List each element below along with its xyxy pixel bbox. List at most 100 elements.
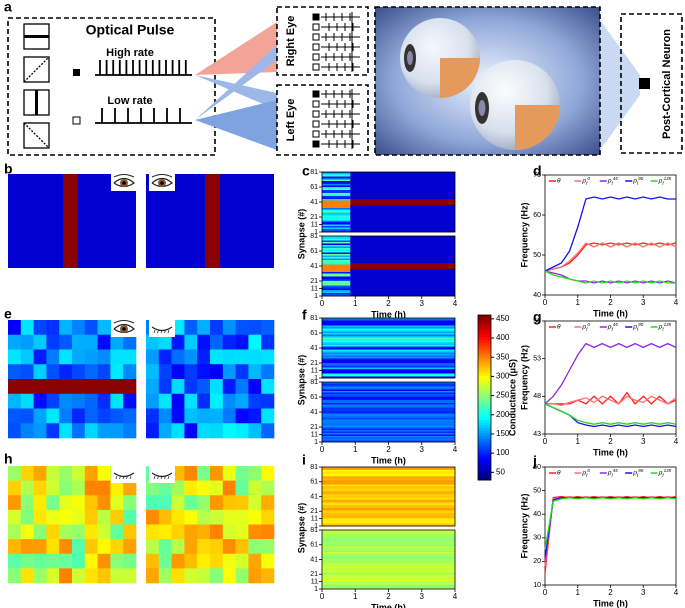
heat-row [350, 239, 455, 241]
heat-row [322, 223, 351, 225]
heat-row [322, 413, 455, 416]
pixel [59, 408, 73, 424]
pixel [197, 509, 211, 525]
series-line [544, 270, 676, 284]
pixel [261, 480, 275, 496]
heat-row [322, 397, 455, 399]
pixel [72, 568, 86, 584]
colorbar-slice [478, 430, 491, 434]
pixel [84, 334, 98, 350]
panel-label: j [532, 453, 537, 469]
pixel [158, 553, 172, 569]
heat-row [322, 202, 351, 204]
pixel [261, 408, 275, 424]
heat-row [350, 193, 455, 195]
colorbar-slice [478, 370, 491, 374]
bar-b [63, 174, 78, 268]
heat-row [322, 512, 455, 515]
heat-row [322, 544, 455, 547]
heat-row [322, 572, 455, 575]
pixel [20, 423, 34, 439]
heat-row [350, 181, 455, 183]
heat-row [322, 532, 455, 535]
pixel [184, 509, 198, 525]
pixel [97, 320, 111, 336]
pixel [210, 480, 224, 496]
pixel [248, 408, 262, 424]
heat-row [322, 243, 351, 246]
heat-row [322, 502, 455, 505]
y-tick-label: 58 [533, 318, 541, 325]
pixel [59, 495, 73, 511]
brow [151, 174, 173, 178]
pixel [235, 408, 249, 424]
y-tick-label: 1 [314, 229, 318, 236]
pixel [110, 349, 124, 365]
pixel [210, 334, 224, 350]
pixel [184, 364, 198, 380]
pixel [46, 393, 60, 409]
pixel [235, 364, 249, 380]
legend-label: ρf90 [632, 322, 644, 332]
pixel [46, 568, 60, 584]
images [8, 173, 275, 584]
lash [164, 329, 166, 334]
heat-row [322, 559, 455, 562]
pixel [84, 349, 98, 365]
heat-row [322, 288, 351, 291]
heat-row [350, 243, 455, 246]
pixel [171, 364, 185, 380]
y-tick-label: 81 [310, 379, 318, 386]
pixel [222, 349, 236, 365]
pixel [210, 349, 224, 365]
pixel [171, 509, 185, 525]
heat-row [322, 503, 455, 506]
heat-row [322, 275, 351, 277]
heat-row [322, 187, 351, 189]
legend-label: ρf90 [632, 176, 644, 186]
right-eye: Right Eye [285, 16, 297, 67]
pixel [8, 553, 22, 569]
colorbar-slice [478, 323, 491, 327]
pixel [123, 334, 137, 350]
pixel [158, 524, 172, 540]
pixel [248, 349, 262, 365]
pixel [248, 524, 262, 540]
y-tick-label: 11 [311, 285, 318, 292]
pixel [184, 379, 198, 395]
heatmap-frame [321, 381, 456, 443]
pixel [235, 379, 249, 395]
pixel [184, 423, 198, 439]
heat-row [322, 373, 455, 376]
heat-row [350, 176, 455, 179]
heat-row [322, 284, 351, 286]
lash [157, 475, 159, 480]
pixel [184, 408, 198, 424]
y-tick-label: 50 [533, 252, 541, 259]
heat-row [350, 184, 455, 186]
plot-frame [544, 466, 677, 586]
pixel [261, 509, 275, 525]
pixel [184, 495, 198, 511]
series-line [544, 495, 677, 574]
pixel [222, 524, 236, 540]
lash [167, 475, 170, 480]
heat-row [322, 407, 455, 410]
pixel [235, 539, 249, 555]
heat-row [322, 437, 455, 440]
lash [126, 475, 128, 480]
pixel [33, 334, 47, 350]
x-tick-label: 0 [543, 588, 548, 597]
heat-row [322, 197, 351, 200]
heat-row [322, 242, 351, 244]
pixel [197, 524, 211, 540]
panel-label: d [533, 163, 542, 179]
synapse-square [312, 130, 320, 138]
heat-row [322, 484, 455, 487]
heat-row [322, 569, 455, 572]
heat-row [350, 220, 455, 222]
lash [122, 475, 125, 480]
heat-row [322, 357, 455, 359]
heat-row [322, 400, 455, 402]
pixel [261, 364, 275, 380]
